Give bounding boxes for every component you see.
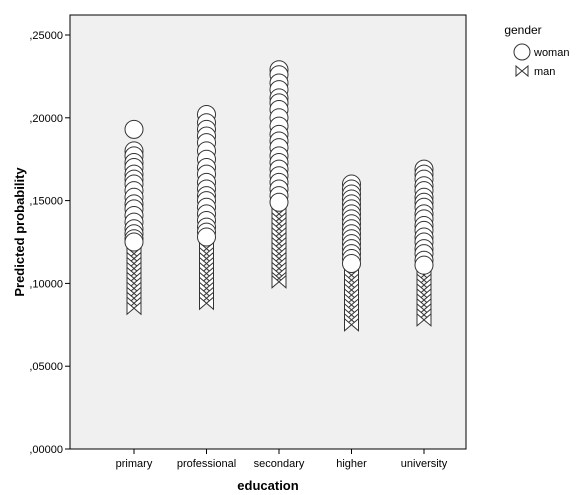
data-point-woman	[124, 119, 144, 139]
y-tick-label: ,25000	[29, 30, 63, 42]
y-tick-label: ,10000	[29, 278, 63, 290]
y-axis-title: Predicted probability	[12, 167, 27, 297]
data-point-man	[344, 317, 359, 332]
x-tick-label: professional	[177, 458, 236, 470]
y-tick-label: ,15000	[29, 196, 63, 208]
legend-label-man: man	[534, 66, 555, 78]
data-point-woman	[414, 255, 434, 275]
data-point-woman	[197, 227, 216, 247]
legend-marker-woman	[513, 43, 531, 61]
data-point-man	[271, 274, 287, 289]
data-point-woman	[124, 232, 144, 252]
y-tick-label: ,20000	[29, 113, 63, 125]
data-point-man	[416, 312, 432, 327]
data-point-man	[199, 296, 214, 311]
legend-label-woman: woman	[533, 47, 569, 59]
x-tick-label: university	[401, 458, 448, 470]
x-tick-label: higher	[336, 458, 367, 470]
y-tick-label: ,00000	[29, 444, 63, 456]
data-point-woman	[269, 192, 289, 212]
x-axis-title: education	[237, 478, 298, 493]
legend-marker-man	[515, 64, 529, 78]
x-tick-label: primary	[116, 458, 153, 470]
legend-title: gender	[504, 23, 541, 37]
legend: gender woman man	[504, 23, 569, 78]
x-tick-label: secondary	[254, 458, 305, 470]
y-tick-label: ,05000	[29, 361, 63, 373]
data-point-man	[126, 301, 142, 316]
data-point-woman	[342, 254, 361, 274]
